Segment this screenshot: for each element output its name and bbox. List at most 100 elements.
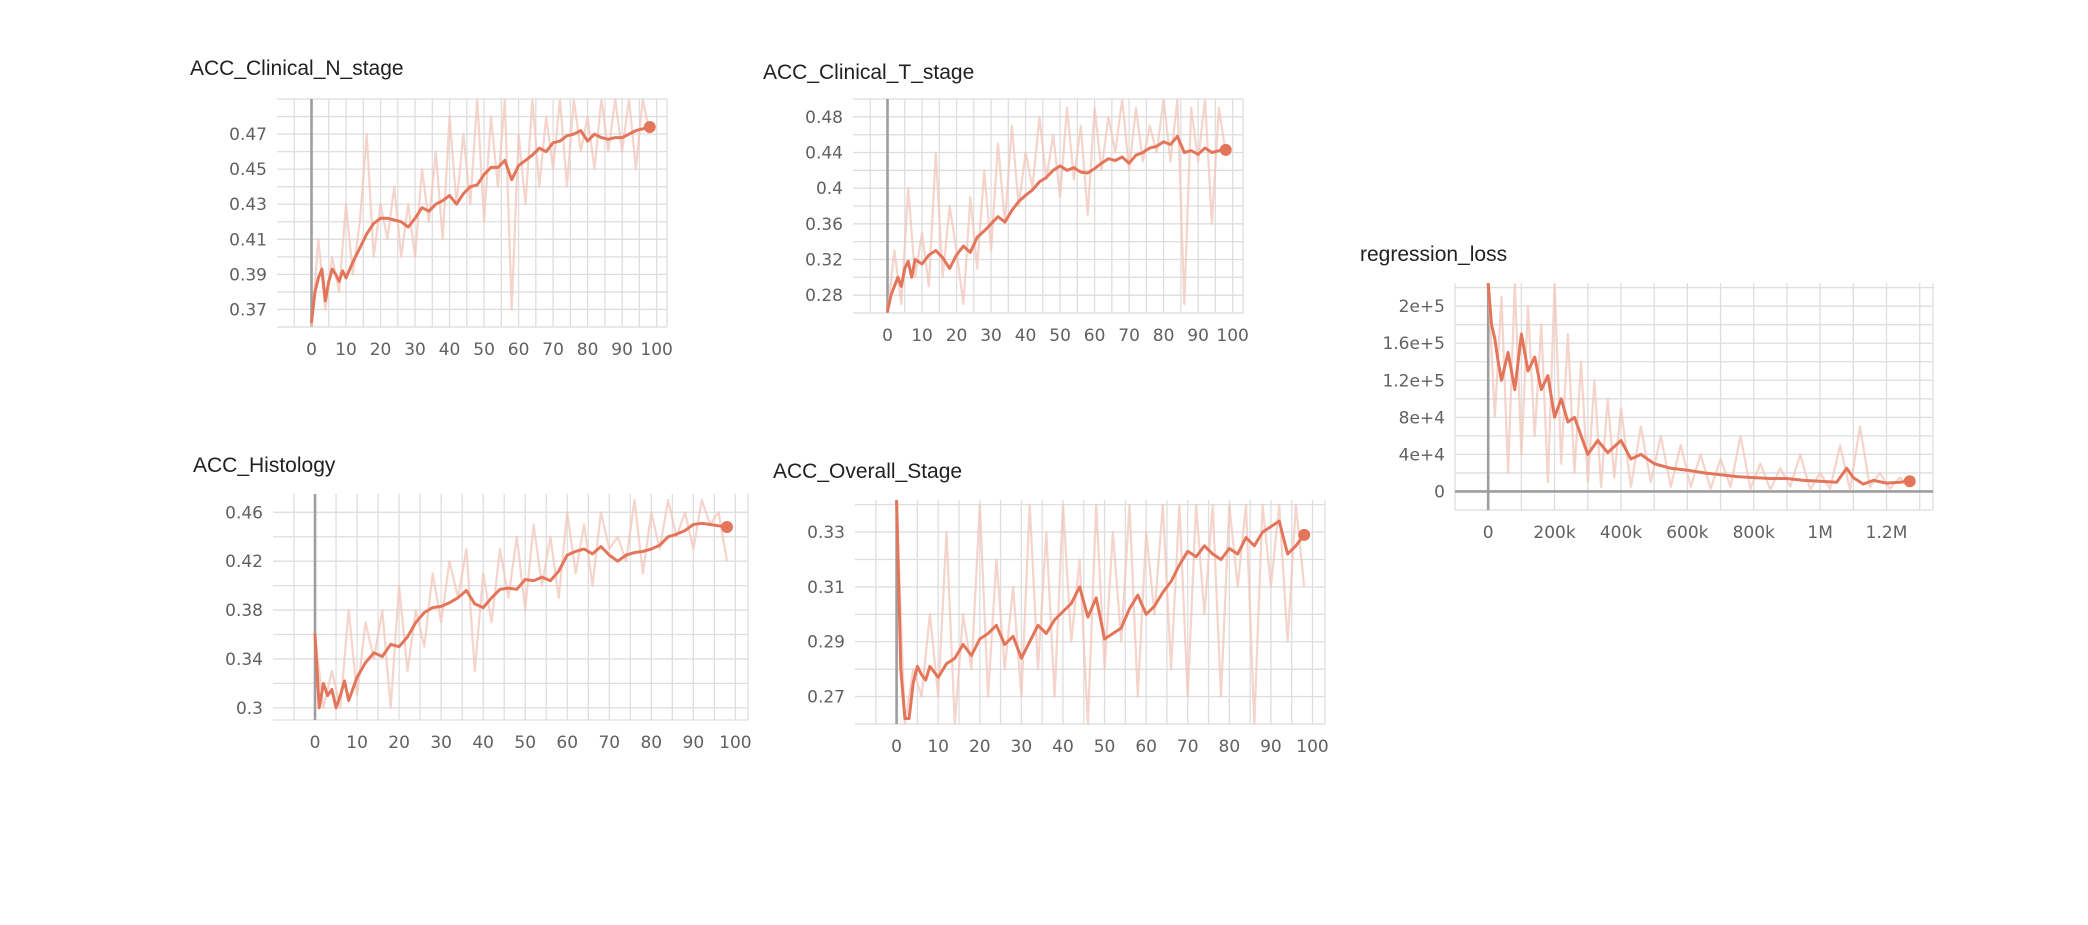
raw-series-line bbox=[310, 99, 651, 327]
y-tick-label: 0.31 bbox=[807, 578, 845, 598]
y-tick-label: 1.2e+5 bbox=[1382, 371, 1445, 391]
x-tick-label: 400k bbox=[1600, 523, 1642, 543]
x-tick-label: 600k bbox=[1666, 523, 1708, 543]
y-tick-label: 0.48 bbox=[805, 108, 843, 128]
chart-title: ACC_Clinical_N_stage bbox=[190, 57, 404, 80]
plot-area bbox=[1486, 283, 1912, 491]
smoothed-series-line bbox=[895, 500, 1306, 720]
smoothed-series-line bbox=[1486, 283, 1912, 486]
x-tick-label: 30 bbox=[980, 326, 1002, 346]
y-tick-label: 0.3 bbox=[236, 699, 263, 719]
chart-histology: ACC_Histology 0.3 0.34 0.38 0.42 0.46 0 10 20 30… bbox=[193, 454, 752, 753]
y-tick-label: 0.45 bbox=[229, 160, 267, 180]
series-end-marker bbox=[1298, 528, 1311, 541]
x-tick-label: 70 bbox=[1118, 326, 1140, 346]
y-tick-label: 0.43 bbox=[229, 195, 267, 215]
x-tick-label: 90 bbox=[683, 733, 705, 753]
y-tick-label: 0.4 bbox=[816, 179, 843, 199]
y-tick-label: 0.44 bbox=[805, 144, 843, 164]
x-tick-label: 40 bbox=[1052, 737, 1074, 757]
x-tick-label: 50 bbox=[1049, 326, 1071, 346]
x-tick-label: 50 bbox=[514, 733, 536, 753]
smoothed-series-line bbox=[313, 521, 729, 710]
chart-regression-loss: regression_loss 0 4e+4 8e+4 1.2e+5 1.6e+5 2e+… bbox=[1360, 243, 1934, 543]
x-tick-label: 80 bbox=[1153, 326, 1175, 346]
y-tick-labels: 0 4e+4 8e+4 1.2e+5 1.6e+5 2e+5 bbox=[1382, 297, 1445, 502]
x-tick-label: 90 bbox=[1187, 326, 1209, 346]
y-tick-label: 4e+4 bbox=[1399, 445, 1445, 465]
x-tick-label: 40 bbox=[1015, 326, 1037, 346]
chart-title: regression_loss bbox=[1360, 243, 1507, 266]
x-tick-label: 10 bbox=[335, 340, 357, 360]
raw-series-line bbox=[313, 499, 729, 709]
x-tick-label: 70 bbox=[1177, 737, 1199, 757]
y-tick-label: 0.32 bbox=[805, 251, 843, 271]
x-tick-label: 10 bbox=[346, 733, 368, 753]
x-tick-label: 10 bbox=[911, 326, 933, 346]
y-tick-labels: 0.3 0.34 0.38 0.42 0.46 bbox=[225, 503, 263, 718]
y-tick-label: 0.42 bbox=[225, 552, 263, 572]
x-tick-label: 60 bbox=[556, 733, 578, 753]
x-tick-labels: 0 10 20 30 40 50 60 70 80 90 100 bbox=[882, 326, 1249, 346]
x-tick-label: 800k bbox=[1733, 523, 1775, 543]
x-tick-label: 60 bbox=[1135, 737, 1157, 757]
x-tick-label: 60 bbox=[508, 340, 530, 360]
y-tick-label: 0.33 bbox=[807, 523, 845, 543]
x-tick-label: 0 bbox=[306, 340, 317, 360]
chart-overall-stage: ACC_Overall_Stage 0.27 0.29 0.31 0.33 0 10 20 3… bbox=[773, 460, 1329, 757]
x-tick-label: 90 bbox=[611, 340, 633, 360]
x-tick-label: 0 bbox=[1483, 523, 1494, 543]
y-tick-label: 0.46 bbox=[225, 503, 263, 523]
y-tick-label: 1.6e+5 bbox=[1382, 334, 1445, 354]
series-end-marker bbox=[1219, 143, 1232, 156]
chart-title: ACC_Overall_Stage bbox=[773, 460, 962, 483]
plot-area bbox=[895, 500, 1306, 724]
x-tick-label: 100 bbox=[719, 733, 751, 753]
x-tick-label: 100 bbox=[1216, 326, 1248, 346]
plot-area bbox=[310, 99, 652, 327]
x-tick-labels: 0 10 20 30 40 50 60 70 80 90 100 bbox=[310, 733, 752, 753]
x-tick-label: 60 bbox=[1084, 326, 1106, 346]
x-tick-label: 100 bbox=[1296, 737, 1328, 757]
x-tick-label: 1.2M bbox=[1866, 523, 1908, 543]
y-tick-labels: 0.37 0.39 0.41 0.43 0.45 0.47 bbox=[229, 125, 267, 320]
x-tick-label: 70 bbox=[598, 733, 620, 753]
y-tick-label: 0 bbox=[1434, 482, 1445, 502]
y-tick-label: 0.29 bbox=[807, 633, 845, 653]
raw-series-line bbox=[895, 503, 1306, 724]
y-tick-label: 8e+4 bbox=[1399, 408, 1445, 428]
x-tick-label: 30 bbox=[1011, 737, 1033, 757]
x-tick-label: 40 bbox=[439, 340, 461, 360]
y-tick-label: 0.39 bbox=[229, 265, 267, 285]
x-tick-label: 80 bbox=[640, 733, 662, 753]
chart-title: ACC_Clinical_T_stage bbox=[763, 61, 974, 84]
y-tick-label: 0.27 bbox=[807, 688, 845, 708]
y-tick-labels: 0.27 0.29 0.31 0.33 bbox=[807, 523, 845, 708]
x-tick-label: 1M bbox=[1807, 523, 1832, 543]
smoothed-series-line bbox=[310, 125, 652, 324]
x-tick-label: 20 bbox=[969, 737, 991, 757]
y-tick-label: 2e+5 bbox=[1399, 297, 1445, 317]
x-tick-label: 50 bbox=[473, 340, 495, 360]
grid bbox=[853, 98, 1244, 314]
chart-n-stage: ACC_Clinical_N_stage 0.37 0.39 0.41 0.43 0.4… bbox=[190, 57, 673, 360]
y-tick-label: 0.38 bbox=[225, 601, 263, 621]
x-tick-label: 200k bbox=[1533, 523, 1575, 543]
plot-area bbox=[313, 499, 729, 710]
raw-series-line bbox=[1487, 283, 1911, 491]
x-tick-label: 80 bbox=[577, 340, 599, 360]
x-tick-label: 90 bbox=[1260, 737, 1282, 757]
chart-t-stage: ACC_Clinical_T_stage 0.28 0.32 0.36 0.4 0.44… bbox=[763, 61, 1249, 346]
y-tick-labels: 0.28 0.32 0.36 0.4 0.44 0.48 bbox=[805, 108, 843, 306]
x-tick-label: 30 bbox=[404, 340, 426, 360]
x-tick-label: 0 bbox=[891, 737, 902, 757]
y-tick-label: 0.34 bbox=[225, 650, 263, 670]
series-end-marker bbox=[1903, 475, 1916, 488]
series-end-marker bbox=[643, 121, 656, 134]
x-tick-label: 100 bbox=[640, 340, 672, 360]
y-tick-label: 0.28 bbox=[805, 286, 843, 306]
x-tick-label: 0 bbox=[310, 733, 321, 753]
x-tick-label: 20 bbox=[946, 326, 968, 346]
x-tick-label: 20 bbox=[370, 340, 392, 360]
